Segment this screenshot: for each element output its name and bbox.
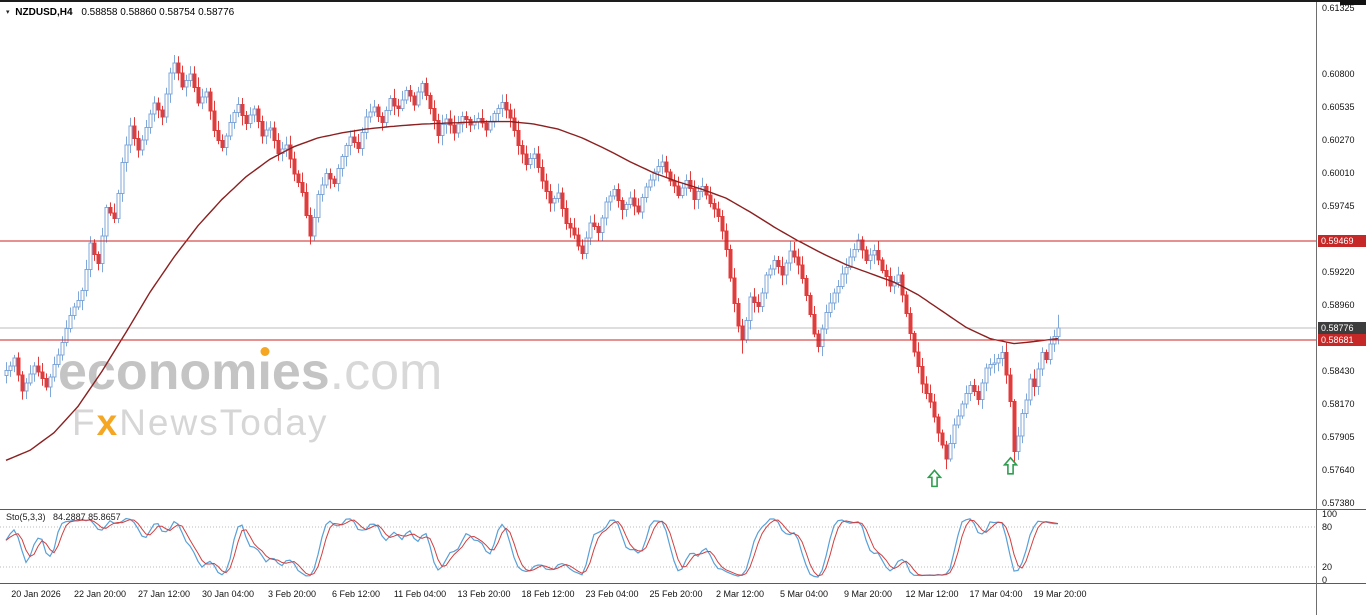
price-axis-label: 0.59745 bbox=[1322, 201, 1355, 212]
price-scale-separator bbox=[1316, 0, 1317, 615]
moving-average-line[interactable] bbox=[5, 120, 1059, 461]
watermark-brand-suffix: .com bbox=[329, 343, 443, 401]
time-axis-label: 17 Mar 04:00 bbox=[969, 589, 1023, 599]
stochastic-k-line bbox=[5, 517, 1059, 578]
candles-layer bbox=[4, 55, 1061, 470]
stochastic-axis-label: 20 bbox=[1322, 561, 1333, 572]
watermark-tag-f: F bbox=[72, 402, 97, 443]
price-axis-label: 0.57905 bbox=[1322, 432, 1355, 443]
watermark-brand-pre: econom bbox=[58, 343, 258, 401]
price-axis-label: 0.60800 bbox=[1322, 68, 1355, 79]
time-axis-label: 11 Feb 04:00 bbox=[393, 589, 447, 599]
stochastic-name: Sto(5,3,3) bbox=[6, 512, 46, 522]
window-corner-mark bbox=[1340, 0, 1366, 5]
time-axis-label: 3 Feb 20:00 bbox=[267, 589, 317, 599]
level-price-badge: 0.58681 bbox=[1318, 333, 1366, 346]
buy-arrow[interactable] bbox=[1002, 456, 1019, 475]
time-axis-label: 25 Feb 20:00 bbox=[649, 589, 703, 599]
price-axis-label: 0.57380 bbox=[1322, 498, 1355, 508]
last-price-badge: 0.58776 bbox=[1318, 321, 1366, 334]
quote-ohlc-values: 0.58858 0.58860 0.58754 0.58776 bbox=[81, 7, 235, 18]
time-axis-label: 5 Mar 04:00 bbox=[779, 589, 829, 599]
price-axis-label: 0.57640 bbox=[1322, 465, 1355, 476]
price-axis-label: 0.60270 bbox=[1322, 135, 1355, 146]
watermark-brand-post: es bbox=[271, 343, 330, 401]
price-axis-label: 0.58430 bbox=[1322, 366, 1355, 377]
time-scale[interactable]: 20 Jan 2026 22 Jan 20:00 27 Jan 12:00 30 Ja… bbox=[0, 584, 1317, 615]
symbol-timeframe-label: NZDUSD,H4 bbox=[15, 7, 73, 18]
time-axis-label: 12 Mar 12:00 bbox=[905, 589, 959, 599]
watermark-tag-rest: NewsToday bbox=[119, 402, 329, 443]
stochastic-indicator-label: Sto(5,3,3) 84.2887 85.8657 bbox=[6, 512, 121, 522]
watermark-tagline: FxNewsToday bbox=[72, 404, 442, 441]
time-axis-divider[interactable] bbox=[0, 583, 1366, 584]
price-axis-label: 0.58170 bbox=[1322, 398, 1355, 409]
watermark-brand: economıes.com bbox=[58, 346, 442, 398]
time-axis-label: 9 Mar 20:00 bbox=[843, 589, 893, 599]
stochastic-axis-label: 0 bbox=[1322, 575, 1328, 585]
stochastic-values: 84.2887 85.8657 bbox=[53, 512, 121, 522]
time-axis-label: 27 Jan 12:00 bbox=[137, 589, 191, 599]
stochastic-axis-label: 80 bbox=[1322, 522, 1333, 533]
price-scale[interactable]: 0.61325 0.60800 0.60535 0.60270 0.60010 0.597… bbox=[1317, 0, 1366, 615]
symbol-dropdown-icon[interactable]: ▾ bbox=[6, 9, 10, 16]
price-axis-label: 0.60010 bbox=[1322, 168, 1355, 178]
stochastic-d-line bbox=[5, 519, 1059, 577]
time-axis-label: 2 Mar 12:00 bbox=[715, 589, 765, 599]
price-axis-label: 0.58960 bbox=[1322, 299, 1355, 310]
stochastic-axis-label: 100 bbox=[1322, 509, 1338, 519]
window-top-border bbox=[0, 0, 1366, 2]
price-axis-label: 0.59220 bbox=[1322, 267, 1355, 278]
time-axis-label: 22 Jan 20:00 bbox=[73, 589, 127, 599]
buy-arrow[interactable] bbox=[926, 469, 943, 488]
watermark-brand-i-orange-dot: ı bbox=[257, 343, 272, 401]
time-axis-label: 18 Feb 12:00 bbox=[521, 589, 575, 599]
level-price-badge: 0.59469 bbox=[1318, 234, 1366, 247]
price-axis-label: 0.61325 bbox=[1322, 3, 1355, 13]
watermark: economıes.com FxNewsToday bbox=[58, 346, 442, 441]
time-axis-label: 6 Feb 12:00 bbox=[331, 589, 381, 599]
watermark-tag-x: x bbox=[96, 402, 120, 443]
time-axis-label: 20 Jan 2026 bbox=[11, 589, 61, 599]
symbol-quote-line: ▾ NZDUSD,H4 0.58858 0.58860 0.58754 0.58… bbox=[6, 7, 234, 18]
price-axis-label: 0.60535 bbox=[1322, 102, 1355, 113]
indicator-panel-divider[interactable] bbox=[0, 509, 1366, 510]
time-axis-label: 23 Feb 04:00 bbox=[585, 589, 639, 599]
time-axis-label: 30 Jan 04:00 bbox=[201, 589, 255, 599]
time-axis-label: 13 Feb 20:00 bbox=[457, 589, 511, 599]
time-axis-label: 19 Mar 20:00 bbox=[1033, 589, 1087, 599]
